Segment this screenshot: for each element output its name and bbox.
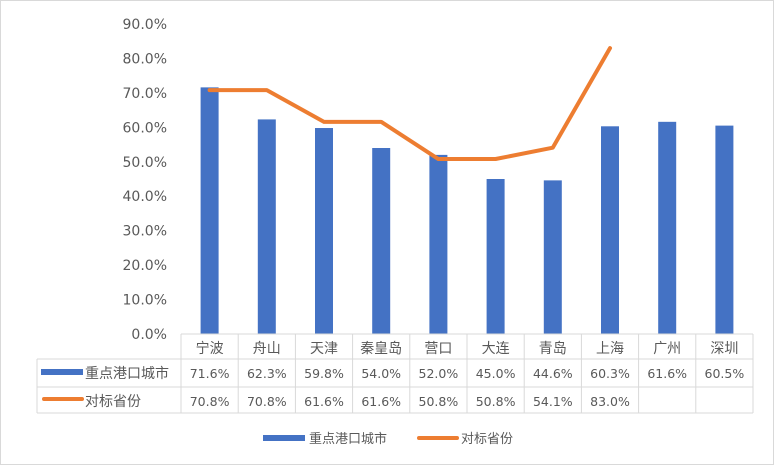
table-cell: 50.8% [476,394,516,409]
y-tick-label: 0.0% [131,327,167,343]
bar [429,154,448,334]
table-cell: 52.0% [419,366,459,381]
category-label: 大连 [482,341,510,357]
bar [372,148,391,334]
table-cell: 83.0% [590,394,630,409]
bar [257,119,276,335]
category-label: 营口 [424,341,452,357]
y-tick-label: 30.0% [123,224,167,240]
category-label: 深圳 [710,341,738,357]
table-cell: 45.0% [476,366,516,381]
bar [486,179,505,334]
category-label: 舟山 [253,341,281,357]
legend-label: 重点港口城市 [309,431,387,447]
table-cell: 70.8% [190,394,230,409]
category-label: 天津 [310,341,338,357]
category-label: 秦皇岛 [360,341,402,357]
table-cell: 60.5% [705,366,745,381]
table-cell: 59.8% [304,366,344,381]
table-cell: 70.8% [247,394,287,409]
category-label: 上海 [596,341,624,357]
y-tick-label: 90.0% [123,17,167,33]
bar [200,87,219,334]
table-series-label: 重点港口城市 [85,365,169,382]
bar [315,128,333,334]
legend-key-bar [263,435,305,441]
y-tick-label: 50.0% [123,155,167,171]
y-tick-label: 10.0% [123,293,167,309]
bar [658,121,677,334]
category-label: 广州 [653,341,681,357]
table-cell: 71.6% [190,366,230,381]
category-label: 宁波 [196,340,224,357]
y-tick-label: 40.0% [123,189,167,205]
table-series-label: 对标省份 [85,394,141,410]
table-cell: 50.8% [419,394,459,409]
table-cell: 61.6% [647,366,687,381]
bar [543,180,562,334]
y-tick-label: 20.0% [123,258,167,274]
line-series [207,46,612,162]
table-legend-key-bar [41,369,83,375]
table-cell: 61.6% [304,394,344,409]
table-cell: 54.1% [533,394,573,409]
y-tick-label: 60.0% [123,120,167,136]
y-tick-label: 80.0% [123,51,167,67]
category-label: 青岛 [539,341,567,357]
table-cell: 44.6% [533,366,573,381]
table-cell: 54.0% [361,366,401,381]
table-cell: 60.3% [590,366,630,381]
bar [715,125,734,334]
y-tick-label: 70.0% [123,86,167,102]
legend-label: 对标省份 [461,432,513,447]
table-cell: 61.6% [361,394,401,409]
table-cell: 62.3% [247,366,287,381]
bar [601,126,619,334]
